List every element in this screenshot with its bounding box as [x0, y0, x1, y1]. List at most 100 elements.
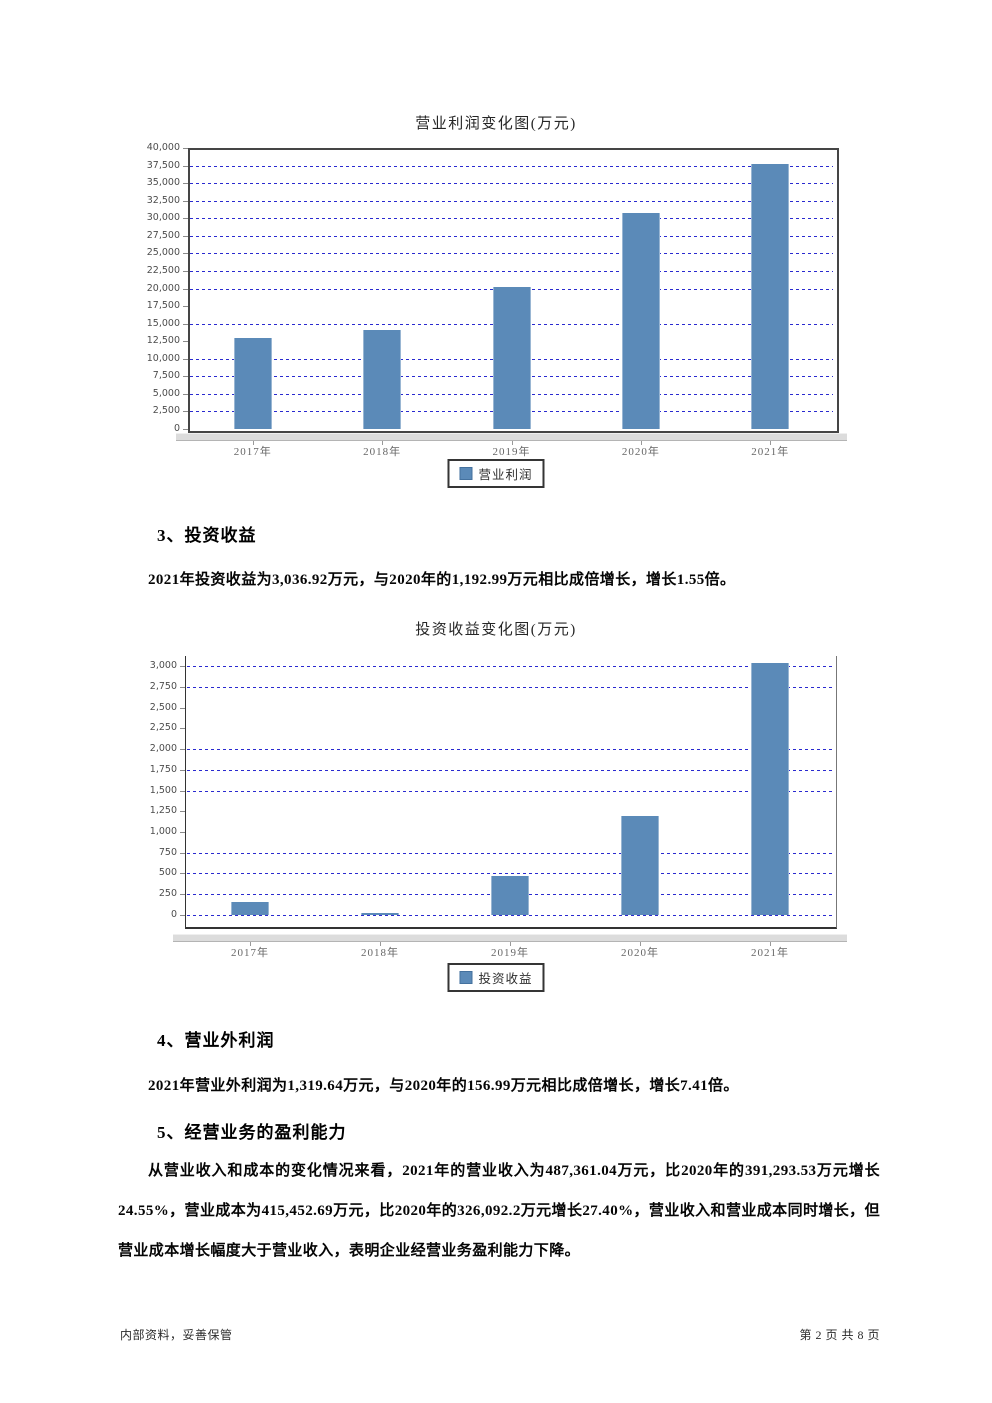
footer-confidential-note: 内部资料，妥善保管: [120, 1328, 233, 1342]
bar-2020年: [621, 212, 660, 429]
gridline: [187, 873, 833, 875]
y-axis-tick-label: 10,000: [146, 352, 180, 364]
y-axis-tick-label: 1,000: [149, 825, 177, 837]
bar-2019年: [491, 875, 529, 915]
y-axis-tick-label: 7,500: [152, 370, 180, 382]
bar-2019年: [492, 287, 531, 429]
x-axis-category-label: 2020年: [621, 446, 660, 458]
x-axis-strip: [173, 934, 847, 942]
x-axis-tick-mark: [252, 441, 254, 445]
bar-2020年: [621, 815, 659, 915]
x-axis-category-label: 2017年: [233, 446, 272, 458]
chart-legend: 投资收益: [447, 963, 545, 992]
gridline: [187, 914, 833, 916]
y-axis-tick-label: 17,500: [146, 300, 180, 312]
gridline: [190, 218, 833, 220]
y-axis-tick-mark: [183, 253, 188, 255]
bar-2021年: [751, 163, 790, 429]
x-axis-tick-mark: [380, 942, 381, 946]
footer-page-number: 第 2 页 共 8 页: [799, 1328, 880, 1342]
section-4-paragraph: 2021年营业外利润为1,319.64万元，与2020年的156.99万元相比成…: [148, 1078, 739, 1094]
x-axis-category-label: 2019年: [492, 446, 531, 458]
y-axis-tick-label: 40,000: [146, 142, 180, 153]
y-axis-tick-mark: [183, 429, 188, 430]
y-axis-tick-mark: [183, 148, 188, 149]
y-axis-tick-mark: [183, 323, 188, 325]
y-axis-tick-mark: [180, 790, 185, 792]
y-axis-tick-label: 37,500: [146, 159, 180, 171]
bar-2021年: [751, 663, 789, 915]
y-axis-tick-mark: [180, 749, 185, 751]
y-axis-tick-mark: [183, 270, 188, 272]
y-axis-tick-label: 22,500: [146, 264, 180, 276]
y-axis-tick-mark: [180, 811, 185, 813]
x-axis-category-label: 2018年: [361, 947, 399, 959]
y-axis-tick-label: 2,000: [149, 743, 177, 755]
x-axis-category-label: 2020年: [621, 947, 659, 959]
y-axis-tick-label: 27,500: [146, 229, 180, 241]
chart-title: 营业利润变化图(万元): [415, 116, 577, 132]
gridline: [190, 235, 833, 237]
y-axis-tick-label: 0: [173, 423, 180, 434]
y-axis-tick-label: 35,000: [146, 177, 180, 189]
y-axis-tick-mark: [180, 687, 185, 688]
x-axis-tick-mark: [640, 942, 641, 946]
y-axis-tick-mark: [183, 235, 188, 237]
y-axis-tick-label: 1,750: [149, 763, 177, 775]
x-axis-category-label: 2021年: [751, 446, 790, 458]
y-axis-tick-mark: [183, 376, 188, 378]
gridline: [187, 687, 833, 688]
y-axis-tick-label: 250: [158, 887, 177, 899]
y-axis-tick-label: 750: [158, 846, 177, 858]
y-axis-tick-mark: [183, 341, 188, 343]
y-axis-tick-mark: [183, 165, 188, 167]
bar-2017年: [231, 902, 269, 915]
y-axis-tick-mark: [183, 218, 188, 220]
gridline: [190, 253, 833, 255]
y-axis-tick-label: 25,000: [146, 247, 180, 259]
y-axis-tick-label: 1,250: [149, 805, 177, 817]
x-axis-tick-mark: [640, 441, 642, 445]
gridline: [190, 165, 833, 167]
y-axis-tick-label: 1,500: [149, 784, 177, 796]
x-axis-strip: [176, 433, 847, 441]
y-axis-tick-label: 500: [158, 867, 177, 879]
gridline: [190, 183, 833, 185]
bar-2018年: [363, 330, 402, 429]
bar-2018年: [361, 913, 399, 915]
y-axis-tick-mark: [180, 914, 185, 916]
gridline: [190, 200, 833, 202]
y-axis-tick-label: 12,500: [146, 335, 180, 347]
gridline: [190, 411, 833, 413]
gridline: [190, 376, 833, 378]
y-axis-tick-mark: [180, 831, 185, 833]
gridline: [187, 666, 833, 668]
gridline: [190, 393, 833, 395]
x-axis-tick-mark: [382, 441, 384, 445]
gridline: [187, 790, 833, 792]
y-axis-tick-mark: [183, 393, 188, 395]
section-5-paragraph: 从营业收入和成本的变化情况来看，2021年的营业收入为487,361.04万元，…: [118, 1163, 880, 1259]
y-axis-tick-label: 3,000: [149, 660, 177, 672]
gridline: [187, 749, 833, 751]
gridline: [187, 852, 833, 854]
section-4-heading: 4、营业外利润: [157, 1031, 275, 1050]
y-axis-tick-mark: [180, 873, 185, 875]
gridline: [190, 288, 833, 290]
y-axis-tick-label: 2,500: [152, 405, 180, 417]
chart-title: 投资收益变化图(万元): [415, 622, 577, 638]
gridline: [190, 358, 833, 360]
plot-area: [185, 656, 837, 929]
y-axis-tick-label: 2,750: [149, 681, 177, 692]
y-axis-tick-mark: [183, 183, 188, 185]
y-axis-tick-label: 20,000: [146, 282, 180, 294]
y-axis-tick-label: 2,500: [149, 701, 177, 713]
legend-label: 营业利润: [478, 468, 533, 482]
bar-2017年: [233, 337, 272, 429]
x-axis-tick-mark: [770, 441, 772, 445]
section-3-paragraph: 2021年投资收益为3,036.92万元，与2020年的1,192.99万元相比…: [148, 572, 736, 588]
y-axis-tick-mark: [180, 728, 185, 730]
section-3-heading: 3、投资收益: [157, 526, 257, 545]
y-axis-tick-label: 30,000: [146, 212, 180, 224]
